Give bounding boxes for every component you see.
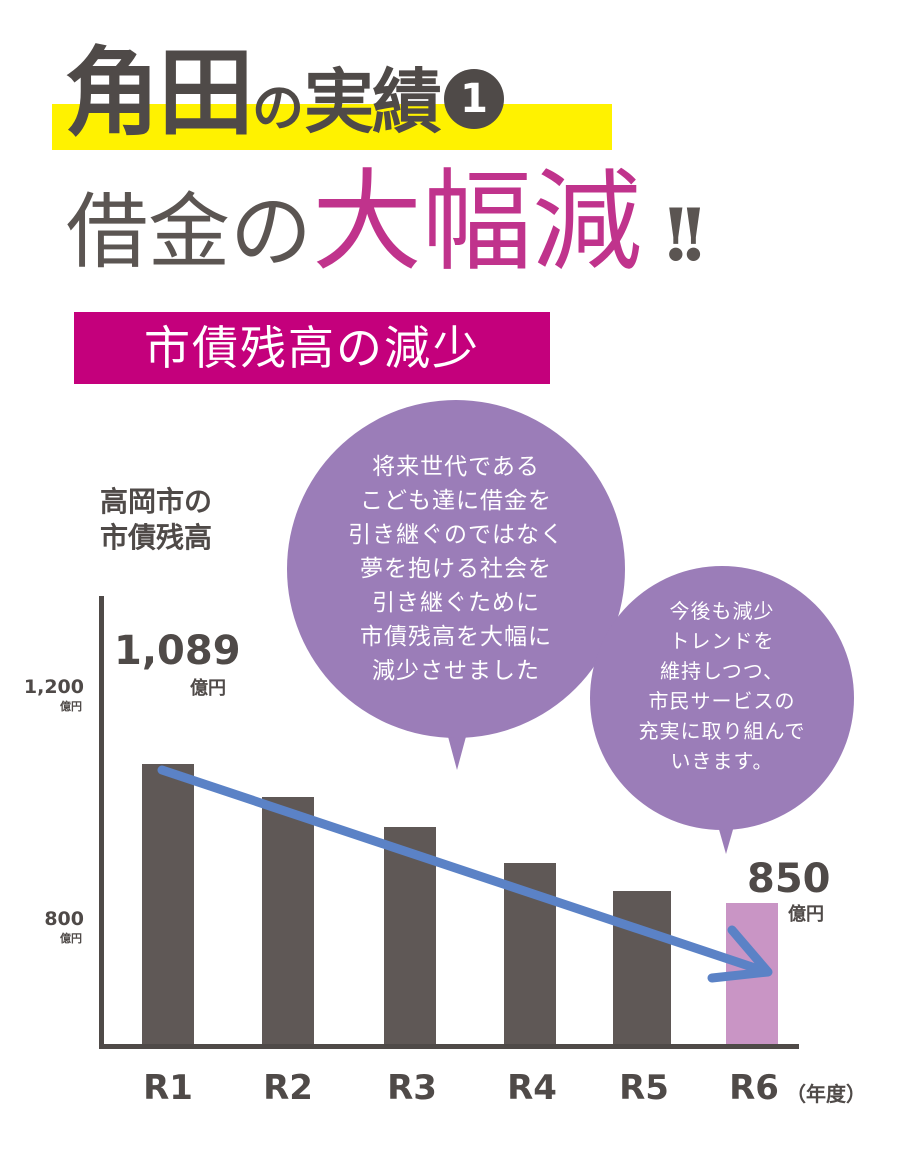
bubble-text: 将来世代である こども達に借金を 引き継ぐのではなく 夢を抱ける社会を 引き継ぐために市… (287, 450, 625, 688)
x-tick-label: R4 (507, 1068, 557, 1108)
bubble-text-line: 充実に取り組んで (638, 719, 806, 743)
title-number-badge: 1 (444, 69, 505, 129)
bubble-text-line: こども達に借金を (360, 488, 552, 514)
speech-bubble-left: 将来世代である こども達に借金を 引き継ぐのではなく 夢を抱ける社会を 引き継ぐために市… (287, 400, 625, 738)
speech-bubble-right: 今後も減少トレンドを維持しつつ、 市民サービスの 充実に取り組んで いきます。 (590, 566, 854, 830)
y-axis (99, 596, 104, 1048)
bubble-text-line: 夢を抱ける社会を (360, 556, 552, 582)
title-highlight (52, 104, 612, 150)
bar-R1 (142, 764, 194, 1046)
bubble-text-line: 減少させました (372, 658, 540, 684)
bubble-text-line: 今後も減少 (669, 599, 775, 623)
bar-R2 (262, 797, 314, 1046)
bubble-text-line: いきます。 (670, 749, 774, 773)
y-tick-label: 800 (44, 908, 84, 930)
y-tick-unit: 億円 (60, 932, 82, 945)
bubble-text-line: 将来世代である (372, 454, 540, 480)
x-axis-unit: （年度） (786, 1082, 866, 1106)
bubble-text: 今後も減少トレンドを維持しつつ、 市民サービスの 充実に取り組んで いきます。 (590, 596, 854, 776)
data-label-value: 1,089 (114, 628, 241, 674)
bubble-text-line: 市債残高を大幅に (360, 624, 552, 650)
trend-arrow-shaft (157, 765, 763, 974)
x-axis (99, 1044, 799, 1049)
data-label-unit: 億円 (190, 678, 226, 699)
bubble-text-line: 維持しつつ、 (660, 659, 784, 683)
page-title: 角田の実績 1 (64, 28, 505, 158)
y-tick-label: 1,200 (23, 676, 84, 698)
bubble-text-line: 引き継ぐために (372, 590, 540, 616)
x-tick-label: R3 (387, 1068, 437, 1108)
chart-y-label-line: 市債残高 (100, 521, 213, 554)
title-achievements: 実績 (304, 61, 442, 143)
chart-y-label: 高岡市の 市債残高 (100, 484, 280, 556)
x-tick-label: R6 (729, 1068, 779, 1108)
title-particle: の (252, 79, 305, 139)
x-tick-label: R1 (143, 1068, 193, 1108)
x-tick-label: R2 (263, 1068, 313, 1108)
section-tag: 市債残高の減少 (74, 312, 550, 384)
headline-debt: 借金の (66, 185, 313, 280)
headline-big-reduction: 大幅減 (312, 158, 643, 286)
y-tick-unit: 億円 (60, 700, 82, 713)
x-tick-label: R5 (619, 1068, 669, 1108)
headline: 借金の大幅減!! (66, 162, 709, 282)
bar-R3 (384, 827, 436, 1046)
bar-R5 (613, 891, 671, 1046)
chart-y-label-line: 高岡市の (100, 485, 213, 518)
bubble-text-line: 市民サービスの (648, 689, 796, 713)
trend-arrow-head (707, 925, 773, 983)
title-name: 角田 (64, 37, 254, 149)
bubble-text-line: 引き継ぐのではなく (348, 522, 564, 548)
data-label-value: 850 (747, 856, 831, 902)
bubble-text-line: トレンドを (669, 629, 775, 653)
data-label-unit: 億円 (788, 904, 824, 925)
